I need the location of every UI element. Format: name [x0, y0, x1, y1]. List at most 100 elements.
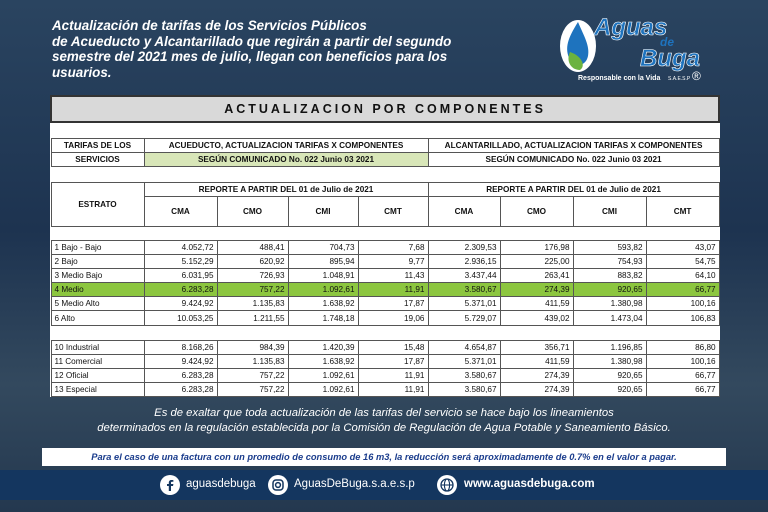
facebook-link[interactable]: aguasdebuga — [186, 478, 256, 490]
spacer — [51, 324, 720, 341]
row-label: 3 Medio Bajo — [50, 267, 145, 284]
rate-value: 64,10 — [645, 267, 720, 284]
rate-value: 757,22 — [216, 367, 289, 384]
rate-value: 263,41 — [499, 267, 574, 284]
disclaimer: Para el caso de una factura con un prome… — [42, 448, 726, 466]
rate-value: 66,77 — [645, 367, 720, 384]
rate-value: 620,92 — [216, 253, 289, 269]
instagram-link[interactable]: AguasDeBuga.s.a.e.s.p — [294, 478, 415, 490]
column-header: CMO — [499, 195, 574, 227]
rate-value: 4.052,72 — [143, 239, 218, 255]
rates-table: ACTUALIZACION POR COMPONENTES TARIFAS DE … — [49, 95, 721, 398]
rate-value: 5.371,01 — [427, 296, 501, 312]
services-label: SERVICIOS — [50, 151, 145, 167]
column-header: CMA — [143, 195, 218, 227]
rate-value: 1.473,04 — [572, 310, 647, 326]
rate-value: 1.092,61 — [287, 367, 359, 384]
rate-value: 883,82 — [572, 267, 647, 284]
services-label: TARIFAS DE LOS — [50, 137, 145, 153]
rate-value: 7,68 — [357, 239, 429, 255]
table-row: 4 Medio 6.283,28 757,22 1.092,61 11,91 3.580,… — [50, 282, 720, 298]
rate-value: 6.283,28 — [143, 367, 218, 384]
rate-value: 3.437,44 — [427, 267, 501, 284]
rate-value: 6.031,95 — [143, 267, 218, 284]
rate-value: 9,77 — [357, 253, 429, 269]
rate-value: 1.748,18 — [287, 310, 359, 326]
rate-value: 11,91 — [357, 367, 429, 384]
rate-value: 411,59 — [499, 353, 574, 370]
table-row — [51, 225, 720, 241]
rate-value: 5.371,01 — [427, 353, 501, 370]
estrato-label: ESTRATO — [50, 181, 145, 227]
rate-value: 43,07 — [645, 239, 720, 255]
table-row: 5 Medio Alto 9.424,92 1.135,83 1.638,92 17,8… — [50, 296, 720, 312]
headline-line: usuarios. — [52, 64, 112, 80]
rate-value: 5.152,29 — [143, 253, 218, 269]
rate-value: 3.580,67 — [427, 282, 501, 298]
rate-value: 411,59 — [499, 296, 574, 312]
headline-line: de Acueducto y Alcantarillado que regirá… — [52, 33, 452, 49]
logo-tagline: Responsable con la Vida — [578, 75, 660, 82]
note-line: determinados en la regulación establecid… — [97, 422, 671, 434]
table-row: 2 Bajo 5.152,29 620,92 895,94 9,77 2.936,15 22… — [50, 253, 720, 269]
table-row: SERVICIOS SEGÚN COMUNICADO No. 022 Junio … — [50, 151, 720, 167]
rate-value: 895,94 — [287, 253, 359, 269]
rate-value: 593,82 — [572, 239, 647, 255]
rate-value: 1.638,92 — [287, 296, 359, 312]
website-link[interactable]: www.aguasdebuga.com — [464, 478, 595, 490]
rate-value: 1.048,91 — [287, 267, 359, 284]
rate-value: 225,00 — [499, 253, 574, 269]
rate-value: 356,71 — [499, 339, 574, 355]
table-row: TARIFAS DE LOS ACUEDUCTO, ACTUALIZACION T… — [50, 137, 720, 153]
rate-value: 757,22 — [216, 282, 289, 298]
rate-value: 100,16 — [645, 353, 720, 370]
table-row — [51, 121, 720, 139]
logo-leaf — [568, 52, 583, 70]
column-header: CMI — [572, 195, 647, 227]
rate-value: 704,73 — [287, 239, 359, 255]
rate-value: 17,87 — [357, 353, 429, 370]
rate-value: 15,48 — [357, 339, 429, 355]
rate-value: 274,39 — [499, 367, 574, 384]
table-row: 11 Comercial 9.424,92 1.135,83 1.638,92 17,8… — [50, 353, 720, 370]
group-name: ALCANTARILLADO, ACTUALIZACION TARIFAS X … — [427, 137, 720, 153]
table-row — [51, 165, 720, 183]
rate-value: 86,80 — [645, 339, 720, 355]
rate-value: 54,75 — [645, 253, 720, 269]
row-label: 13 Especial — [50, 382, 145, 398]
rate-value: 439,02 — [499, 310, 574, 326]
row-label: 1 Bajo - Bajo — [50, 239, 145, 255]
table-row: 10 Industrial 8.168,26 984,39 1.420,39 15,48… — [50, 339, 720, 355]
headline-line: semestre del 2021 mes de julio, llegan c… — [52, 49, 448, 64]
rate-value: 1.420,39 — [287, 339, 359, 355]
group-notice: SEGÚN COMUNICADO No. 022 Junio 03 2021 — [427, 151, 720, 167]
rate-value: 11,43 — [357, 267, 429, 284]
column-header: CMT — [357, 195, 429, 227]
rate-value: 5.729,07 — [427, 310, 501, 326]
column-header: CMI — [287, 195, 359, 227]
logo: Aguas de Buga Responsable con la Vida S.… — [560, 14, 701, 83]
rate-value: 100,16 — [645, 296, 720, 312]
row-label: 2 Bajo — [50, 253, 145, 269]
rate-value: 984,39 — [216, 339, 289, 355]
row-label: 5 Medio Alto — [50, 296, 145, 312]
table-row: CMA CMO CMI CMT CMA CMO CMI CMT — [51, 195, 720, 227]
table-row: 13 Especial 6.283,28 757,22 1.092,61 11,91 3.… — [50, 382, 720, 398]
group-report: REPORTE A PARTIR DEL 01 de Julio de 2021 — [143, 181, 429, 197]
rate-value: 1.638,92 — [287, 353, 359, 370]
rate-value: 1.196,85 — [572, 339, 647, 355]
rate-value: 754,93 — [572, 253, 647, 269]
rate-value: 1.135,83 — [216, 353, 289, 370]
rate-value: 1.092,61 — [287, 382, 359, 398]
column-header: CMO — [216, 195, 289, 227]
logo-suffix: S.A.E.S.P — [668, 76, 691, 82]
group-report: REPORTE A PARTIR DEL 01 de Julio de 2021 — [427, 181, 720, 197]
rate-value: 19,06 — [357, 310, 429, 326]
logo-name: Buga — [640, 45, 700, 72]
web-icon — [437, 475, 457, 495]
rate-value: 6.283,28 — [143, 282, 218, 298]
rate-value: 10.053,25 — [143, 310, 218, 326]
rate-value: 176,98 — [499, 239, 574, 255]
rate-value: 274,39 — [499, 382, 574, 398]
table-row: 1 Bajo - Bajo 4.052,72 488,41 704,73 7,68 2.3… — [50, 239, 720, 255]
